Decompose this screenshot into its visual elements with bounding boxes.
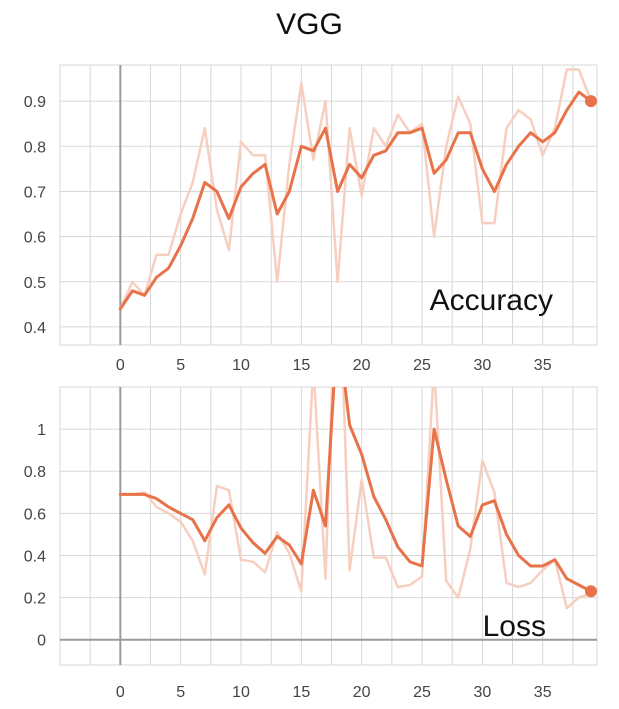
accuracy-last-point-marker [584, 95, 597, 108]
accuracy-ytick-label: 0.5 [24, 275, 46, 292]
accuracy-xtick-label: 25 [413, 357, 431, 374]
accuracy-ytick-label: 0.4 [24, 320, 46, 337]
loss-ytick-label: 0.4 [24, 548, 46, 565]
accuracy-smoothed-series-line [118, 90, 593, 311]
loss-xtick-label: 10 [232, 684, 250, 701]
loss-xtick-label: 20 [353, 684, 371, 701]
accuracy-xtick-label: 15 [292, 357, 310, 374]
accuracy-xtick-label: 35 [534, 357, 552, 374]
accuracy-ytick-label: 0.9 [24, 94, 46, 111]
accuracy-plot-frame [59, 64, 598, 346]
loss-ytick-label: 0.2 [24, 591, 46, 608]
accuracy-ytick-label: 0.7 [24, 184, 46, 201]
accuracy-xtick-label: 0 [116, 357, 125, 374]
accuracy-xtick-label: 20 [353, 357, 371, 374]
loss-xtick-label: 0 [116, 684, 125, 701]
loss-xtick-label: 30 [473, 684, 491, 701]
accuracy-ytick-label: 0.6 [24, 230, 46, 247]
loss-panel-label: Loss [483, 610, 546, 643]
loss-xtick-label: 35 [534, 684, 552, 701]
loss-xtick-label: 25 [413, 684, 431, 701]
loss-ytick-label: 0.8 [24, 464, 46, 481]
loss-ytick-label: 1 [37, 422, 46, 439]
loss-raw-series-line [119, 387, 593, 610]
loss-xtick-label: 5 [176, 684, 185, 701]
figure-title: VGG [276, 8, 343, 41]
loss-xtick-label: 15 [292, 684, 310, 701]
accuracy-ytick-label: 0.8 [24, 139, 46, 156]
loss-ytick-label: 0.6 [24, 506, 46, 523]
accuracy-xtick-label: 10 [232, 357, 250, 374]
loss-plot-frame [59, 386, 598, 666]
accuracy-panel-label: Accuracy [430, 284, 553, 317]
accuracy-xtick-label: 5 [176, 357, 185, 374]
loss-ytick-label: 0 [37, 633, 46, 650]
accuracy-xtick-label: 30 [473, 357, 491, 374]
loss-last-point-marker [584, 585, 597, 598]
accuracy-raw-series-line [119, 68, 593, 311]
loss-smoothed-series-line [118, 387, 593, 593]
